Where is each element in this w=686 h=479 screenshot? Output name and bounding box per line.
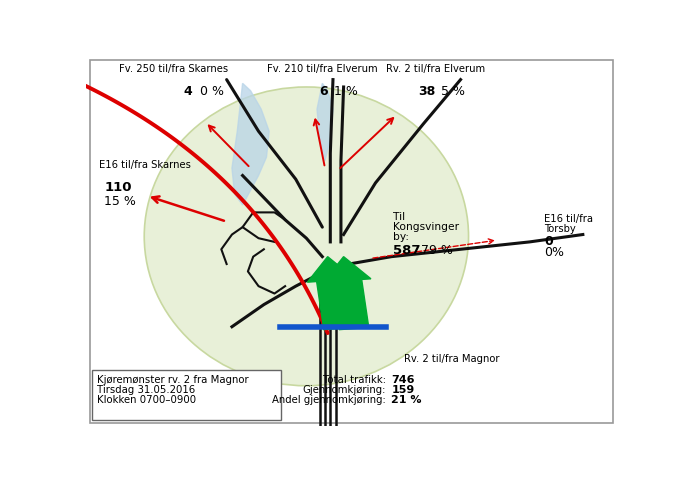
FancyArrow shape — [323, 257, 371, 330]
Text: 6: 6 — [319, 85, 328, 98]
Text: Kjøremønster rv. 2 fra Magnor: Kjøremønster rv. 2 fra Magnor — [97, 376, 249, 386]
Text: 21 %: 21 % — [392, 395, 422, 405]
Text: 1 %: 1 % — [334, 85, 358, 98]
Text: Gjennomkjøring:: Gjennomkjøring: — [303, 385, 386, 395]
Text: 79 %: 79 % — [421, 244, 453, 257]
Text: E16 til/fra Skarnes: E16 til/fra Skarnes — [99, 160, 191, 170]
Text: Til: Til — [393, 212, 405, 222]
Text: Total trafikk:: Total trafikk: — [323, 376, 386, 386]
Text: Rv. 2 til/fra Magnor: Rv. 2 til/fra Magnor — [403, 354, 499, 365]
Text: Rv. 2 til/fra Elverum: Rv. 2 til/fra Elverum — [386, 64, 485, 74]
FancyArrow shape — [307, 257, 355, 330]
Text: Torsby: Torsby — [544, 224, 576, 234]
Text: 5 %: 5 % — [441, 85, 465, 98]
Polygon shape — [232, 83, 269, 205]
Polygon shape — [317, 83, 333, 161]
Text: 587: 587 — [393, 244, 421, 257]
Text: Tirsdag 31.05.2016: Tirsdag 31.05.2016 — [97, 385, 196, 395]
Text: 4: 4 — [183, 85, 192, 98]
Bar — [92, 370, 281, 420]
Ellipse shape — [144, 87, 469, 386]
Text: Klokken 0700–0900: Klokken 0700–0900 — [97, 395, 197, 405]
Text: 0%: 0% — [544, 246, 564, 259]
Text: 38: 38 — [418, 85, 436, 98]
Text: 0: 0 — [544, 235, 553, 248]
Text: 746: 746 — [392, 376, 415, 386]
Text: E16 til/fra: E16 til/fra — [544, 214, 593, 224]
Text: 0 %: 0 % — [200, 85, 224, 98]
Text: 110: 110 — [104, 181, 132, 194]
Text: 15 %: 15 % — [104, 194, 137, 208]
Text: 159: 159 — [392, 385, 415, 395]
Text: by:: by: — [393, 232, 409, 242]
Text: Fv. 250 til/fra Skarnes: Fv. 250 til/fra Skarnes — [119, 64, 228, 74]
Text: Andel gjennomkjøring:: Andel gjennomkjøring: — [272, 395, 386, 405]
Text: Kongsvinger: Kongsvinger — [393, 222, 459, 232]
Text: Fv. 210 til/fra Elverum: Fv. 210 til/fra Elverum — [267, 64, 378, 74]
